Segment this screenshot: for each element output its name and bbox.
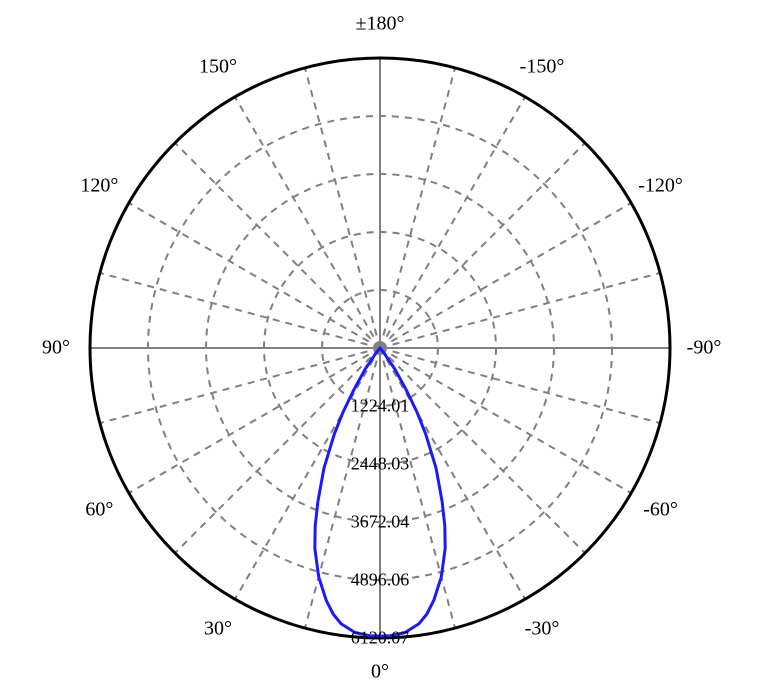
angle-label: 120°: [80, 175, 118, 198]
grid-spoke: [380, 348, 631, 493]
angle-label: 60°: [85, 499, 113, 522]
grid-spoke: [380, 273, 660, 348]
angle-label: -120°: [638, 175, 683, 198]
grid-spoke: [380, 348, 660, 423]
angle-label: 150°: [199, 56, 237, 79]
radial-tick-label: 1224.01: [351, 396, 410, 417]
radial-tick-label: 2448.03: [351, 454, 410, 475]
angle-label: -150°: [520, 56, 565, 79]
grid-spoke: [100, 348, 380, 423]
angle-label: 30°: [204, 617, 232, 640]
angle-label: ±180°: [356, 13, 405, 36]
radial-tick-label: 4896.06: [351, 570, 410, 591]
radial-tick-label: 3672.04: [351, 512, 410, 533]
grid-spoke: [129, 203, 380, 348]
grid-spoke: [305, 68, 380, 348]
grid-spoke: [175, 348, 380, 553]
grid-spoke: [380, 143, 585, 348]
angle-label: -30°: [525, 617, 560, 640]
angle-label: -60°: [643, 499, 678, 522]
grid-spoke: [380, 97, 525, 348]
angle-label: 0°: [371, 661, 389, 684]
polar-chart: ±180° 150° -150° 120° -120° 90° -90° 60° -60° 30°…: [0, 0, 760, 697]
grid-spoke: [380, 68, 455, 348]
grid-spoke: [235, 97, 380, 348]
radial-tick-label: 6120.07: [351, 628, 410, 649]
grid-spoke: [175, 143, 380, 348]
grid-spoke: [380, 203, 631, 348]
grid-spoke: [380, 348, 585, 553]
grid-spoke: [100, 273, 380, 348]
angle-label: 90°: [42, 337, 70, 360]
grid-spoke: [129, 348, 380, 493]
polar-svg: [0, 0, 760, 697]
angle-label: -90°: [687, 337, 722, 360]
